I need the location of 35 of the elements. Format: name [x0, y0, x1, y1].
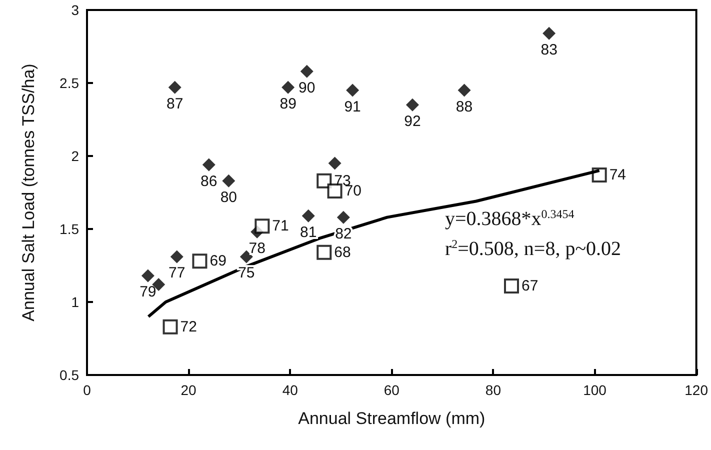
annotation: 77 [168, 264, 186, 282]
x-tick-label: 20 [180, 382, 197, 398]
x-tick-label: 60 [384, 382, 400, 398]
annotation: 91 [344, 98, 361, 116]
annotation: 81 [300, 224, 317, 241]
annotation: 78 [248, 240, 266, 257]
annotation: 89 [280, 95, 296, 112]
annotation: 88 [456, 98, 473, 116]
annotation: 71 [272, 218, 289, 235]
y-axis-title: Annual Salt Load (tonnes TSS/ha) [19, 64, 38, 322]
y-tick-label: 0.5 [60, 367, 80, 383]
x-axis-title: Annual Streamflow (mm) [298, 409, 486, 428]
y-tick-label: 1.5 [60, 221, 80, 237]
annotation: 83 [540, 41, 558, 58]
y-tick-label: 1 [71, 294, 80, 310]
y-tick-label: 2.5 [60, 75, 80, 91]
annotation: 86 [200, 172, 218, 190]
y-tick-label: 3 [71, 2, 80, 18]
annotation: 92 [404, 112, 421, 130]
annotation: 79 [140, 284, 156, 301]
annotation: 80 [220, 188, 238, 206]
y-tick-label: 2 [71, 148, 80, 164]
x-tick-label: 40 [282, 382, 298, 398]
annotation: 69 [210, 252, 226, 270]
x-tick-label: 0 [83, 382, 92, 398]
annotation: 72 [180, 318, 197, 336]
x-tick-label: 120 [684, 382, 708, 398]
annotation: 74 [609, 166, 626, 184]
x-tick-label: 100 [583, 382, 607, 398]
annotation: 68 [334, 244, 351, 261]
annotation: 87 [166, 95, 184, 112]
annotation: 67 [521, 277, 538, 294]
annotation: 90 [298, 79, 316, 96]
x-tick-label: 80 [485, 382, 502, 398]
annotation: 75 [238, 264, 255, 282]
